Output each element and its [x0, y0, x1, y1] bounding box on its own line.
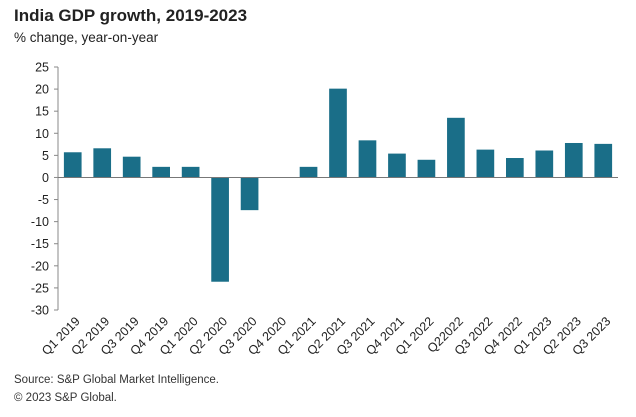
y-tick-label: -25 — [31, 281, 49, 295]
bar-q1-2020 — [181, 166, 200, 178]
chart-subtitle: % change, year-on-year — [14, 30, 159, 45]
bar-q1-2019 — [63, 152, 82, 178]
bar-q1-2021 — [299, 166, 318, 178]
bars — [63, 88, 613, 282]
bar-q4-2022 — [506, 158, 524, 178]
bar-q1-2023 — [535, 150, 554, 178]
bar-q3-2021 — [358, 140, 377, 178]
bar-q3-2022 — [476, 149, 495, 178]
y-tick-label: 10 — [35, 127, 49, 141]
y-tick-label: 0 — [42, 171, 49, 185]
y-tick-label: -5 — [38, 193, 49, 207]
y-axis: 25 20 15 10 5 0 -5 -10 -15 -20 -25 -30 — [31, 61, 59, 318]
chart-title: India GDP growth, 2019-2023 — [14, 6, 248, 25]
y-tick-label: 20 — [35, 83, 49, 97]
bar-q4-2021 — [388, 153, 406, 178]
bar-q22022 — [447, 117, 465, 178]
bar-q1-2022 — [417, 159, 436, 178]
y-tick-label: -30 — [31, 304, 49, 318]
y-tick-label: -15 — [31, 237, 49, 251]
y-tick-label: 5 — [42, 149, 49, 163]
y-tick-label: -20 — [31, 259, 49, 273]
source-note: Source: S&P Global Market Intelligence. — [14, 374, 219, 386]
bar-q2-2021 — [329, 88, 347, 178]
bar-q2-2023 — [564, 142, 583, 178]
y-tick-label: 25 — [35, 61, 49, 75]
bar-q4-2019 — [152, 166, 170, 178]
bar-q2-2020 — [211, 177, 229, 282]
bar-q2-2019 — [93, 148, 112, 178]
y-tick-label: 15 — [35, 105, 49, 119]
y-tick-label: -10 — [31, 215, 49, 229]
bar-q3-2020 — [240, 177, 259, 211]
bar-q3-2019 — [122, 156, 141, 178]
copyright-note: © 2023 S&P Global. — [14, 392, 117, 404]
bar-q3-2023 — [594, 143, 613, 178]
